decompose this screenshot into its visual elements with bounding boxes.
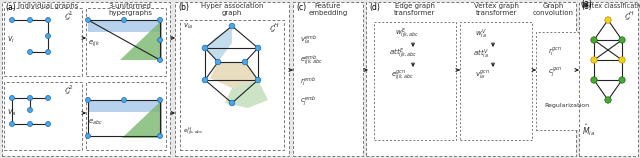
Text: Vertex graph
transformer: Vertex graph transformer [474,3,520,16]
Circle shape [157,18,163,22]
Circle shape [122,18,127,22]
Circle shape [202,45,208,51]
Circle shape [45,95,51,100]
Text: $\mathcal{G}^H$: $\mathcal{G}^H$ [624,10,635,23]
Text: $\mathcal{G}^1$: $\mathcal{G}^1$ [64,10,74,23]
Text: Individual graphs: Individual graphs [18,3,78,9]
Circle shape [86,97,90,103]
Text: $e^H_{ijk,abc}$: $e^H_{ijk,abc}$ [183,126,204,138]
Circle shape [605,17,611,23]
FancyBboxPatch shape [86,82,166,150]
Text: (b): (b) [178,3,189,12]
Text: (e): (e) [581,0,591,8]
FancyBboxPatch shape [374,22,456,140]
Circle shape [202,77,208,83]
Polygon shape [120,20,162,60]
Text: $v^{gcn}_{ia}$: $v^{gcn}_{ia}$ [475,69,490,81]
Circle shape [255,77,261,83]
Circle shape [45,18,51,22]
Circle shape [45,122,51,127]
Circle shape [619,77,625,83]
FancyBboxPatch shape [4,82,82,150]
FancyBboxPatch shape [536,32,598,130]
FancyBboxPatch shape [180,20,284,150]
Text: $att^E_{ijk,abc}$: $att^E_{ijk,abc}$ [389,47,417,61]
FancyBboxPatch shape [579,2,638,156]
Polygon shape [205,26,232,62]
Circle shape [86,134,90,139]
Text: Regularization: Regularization [545,103,589,109]
Circle shape [10,122,15,127]
Text: $r^{gcn}_i$: $r^{gcn}_i$ [548,46,562,58]
Text: $e^{emb}_{ijk,abc}$: $e^{emb}_{ijk,abc}$ [300,54,323,68]
Text: $e_{abc}$: $e_{abc}$ [88,117,103,127]
FancyBboxPatch shape [293,2,363,156]
Polygon shape [88,100,160,112]
Text: $w^E_{ijk,abc}$: $w^E_{ijk,abc}$ [395,27,420,41]
Circle shape [229,23,235,29]
Polygon shape [88,20,160,32]
Text: Edge graph
transformer: Edge graph transformer [394,3,436,16]
Circle shape [28,18,33,22]
Circle shape [28,107,33,112]
Circle shape [255,45,261,51]
FancyBboxPatch shape [4,8,82,76]
Text: $w^V_{ia}$: $w^V_{ia}$ [475,27,487,41]
FancyBboxPatch shape [460,22,532,140]
Text: $r^{emb}_i$: $r^{emb}_i$ [300,75,316,89]
Circle shape [619,57,625,63]
Text: (e): (e) [581,2,591,11]
Text: Vertex classification: Vertex classification [581,3,640,9]
Text: Graph
convolution: Graph convolution [532,3,573,16]
Polygon shape [225,80,268,108]
FancyBboxPatch shape [2,2,170,156]
Circle shape [157,37,163,43]
Text: 3-uniformed
hypergraphs: 3-uniformed hypergraphs [108,3,152,16]
Circle shape [122,97,127,103]
Circle shape [229,100,235,106]
Text: $c^{emb}_j$: $c^{emb}_j$ [300,95,317,109]
Text: (d): (d) [369,3,380,12]
Circle shape [591,57,597,63]
FancyBboxPatch shape [366,2,576,156]
Circle shape [591,37,597,43]
Text: $e_{ijk}$: $e_{ijk}$ [88,39,100,49]
Text: (c): (c) [296,3,306,12]
Circle shape [157,97,163,103]
Circle shape [86,18,90,22]
Circle shape [215,59,221,65]
Text: (a): (a) [5,3,16,12]
Circle shape [157,134,163,139]
Text: $v_a$: $v_a$ [7,108,17,118]
Circle shape [157,58,163,63]
Text: Hyper association
graph: Hyper association graph [201,3,263,16]
Circle shape [242,59,248,65]
Polygon shape [122,100,162,138]
FancyBboxPatch shape [175,2,289,156]
Circle shape [28,49,33,55]
Polygon shape [210,62,258,88]
Text: $v_i$: $v_i$ [7,35,15,45]
Circle shape [591,77,597,83]
Text: $\mathcal{G}^H$: $\mathcal{G}^H$ [269,22,280,35]
Text: $att^V_{ia}$: $att^V_{ia}$ [473,47,489,61]
Text: $c^{gcn}_j$: $c^{gcn}_j$ [548,65,563,79]
Text: $v^{emb}_{ia}$: $v^{emb}_{ia}$ [300,33,317,47]
Circle shape [28,95,33,100]
Text: $e^{gcn}_{ijk,abc}$: $e^{gcn}_{ijk,abc}$ [391,68,414,82]
FancyBboxPatch shape [86,8,166,76]
Circle shape [28,122,33,127]
Text: $v_{ia}$: $v_{ia}$ [183,22,193,31]
Circle shape [45,33,51,39]
Circle shape [605,97,611,103]
Circle shape [619,37,625,43]
Text: $\hat{M}_{ia}$: $\hat{M}_{ia}$ [582,122,595,138]
Circle shape [45,49,51,55]
Circle shape [10,95,15,100]
Circle shape [10,18,15,22]
Text: Feature
embedding: Feature embedding [308,3,348,16]
Text: $\mathcal{G}^2$: $\mathcal{G}^2$ [64,84,74,97]
